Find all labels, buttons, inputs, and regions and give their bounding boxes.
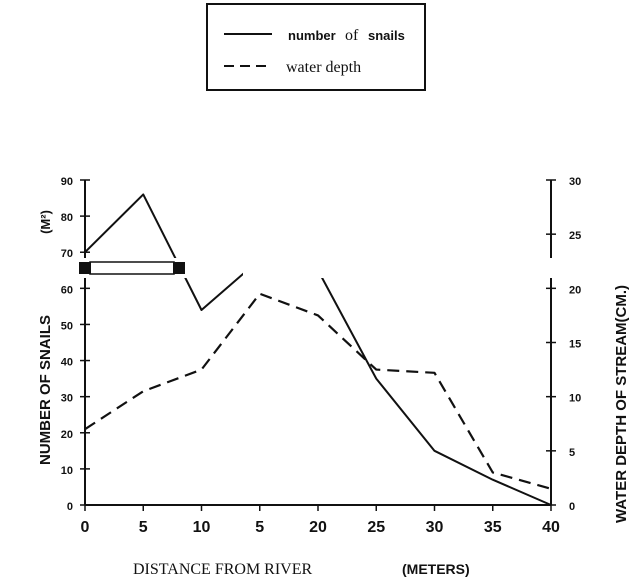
x-tick-label: 5 xyxy=(255,519,264,536)
x-tick-label: 5 xyxy=(139,519,148,536)
scale-band-white-segment xyxy=(89,261,175,275)
y-axis-right-label: WATER DEPTH OF STREAM(CM.) xyxy=(613,285,630,523)
legend-solid-label-a: number xyxy=(288,28,336,43)
legend-solid-label-b: of xyxy=(345,27,359,44)
y-left-tick-label: 80 xyxy=(61,212,73,224)
legend-box xyxy=(206,3,426,91)
scale-band-left-cap xyxy=(79,262,91,274)
scale-band-gap xyxy=(243,258,613,278)
x-tick-label: 35 xyxy=(484,519,502,536)
x-tick-label: 10 xyxy=(193,519,211,536)
x-axis-unit: (METERS) xyxy=(402,561,470,577)
x-tick-label: 25 xyxy=(367,519,385,536)
y-left-tick-label: 40 xyxy=(61,357,73,369)
y-left-tick-label: 30 xyxy=(61,393,73,405)
scale-band-right-cap xyxy=(173,262,185,274)
axes xyxy=(84,180,552,506)
x-tick-label: 20 xyxy=(309,519,327,536)
x-tick-label: 30 xyxy=(426,519,444,536)
y-left-tick-label: 0 xyxy=(67,501,73,513)
y-right-tick-label: 0 xyxy=(569,501,575,513)
y-left-tick-label: 60 xyxy=(61,284,73,296)
legend-solid-label-c: snails xyxy=(368,28,405,43)
y-axis-left-label: NUMBER OF SNAILS xyxy=(37,315,54,465)
series-line-water-depth xyxy=(84,292,552,490)
x-tick-label: 0 xyxy=(81,519,90,536)
y-left-tick-label: 10 xyxy=(61,465,73,477)
y-right-tick-label: 10 xyxy=(569,393,581,405)
y-right-tick-label: 20 xyxy=(569,284,581,296)
y-right-tick-label: 25 xyxy=(569,230,581,242)
legend-dashed-label: water depth xyxy=(286,59,361,76)
x-tick-label: 40 xyxy=(542,519,560,536)
y-right-tick-label: 15 xyxy=(569,339,581,351)
y-left-tick-label: 90 xyxy=(61,176,73,188)
y-right-tick-label: 5 xyxy=(569,447,575,459)
y-left-tick-label: 20 xyxy=(61,429,73,441)
y-left-tick-label: 70 xyxy=(61,248,73,260)
series-layer xyxy=(84,193,552,506)
y-right-tick-label: 30 xyxy=(569,176,581,188)
scale-band xyxy=(79,258,613,278)
legend: number of snails water depth xyxy=(206,3,426,91)
ticks: 0 10 20 30 40 50 60 70 80 90 0 5 10 15 20 25 30 0 5 10 5 20 25… xyxy=(61,176,582,536)
series-line-number-of-snails xyxy=(84,193,552,506)
y-left-tick-label: 50 xyxy=(61,320,73,332)
x-axis-label: DISTANCE FROM RIVER xyxy=(133,561,313,578)
y-axis-left-unit: (M²) xyxy=(38,210,53,234)
